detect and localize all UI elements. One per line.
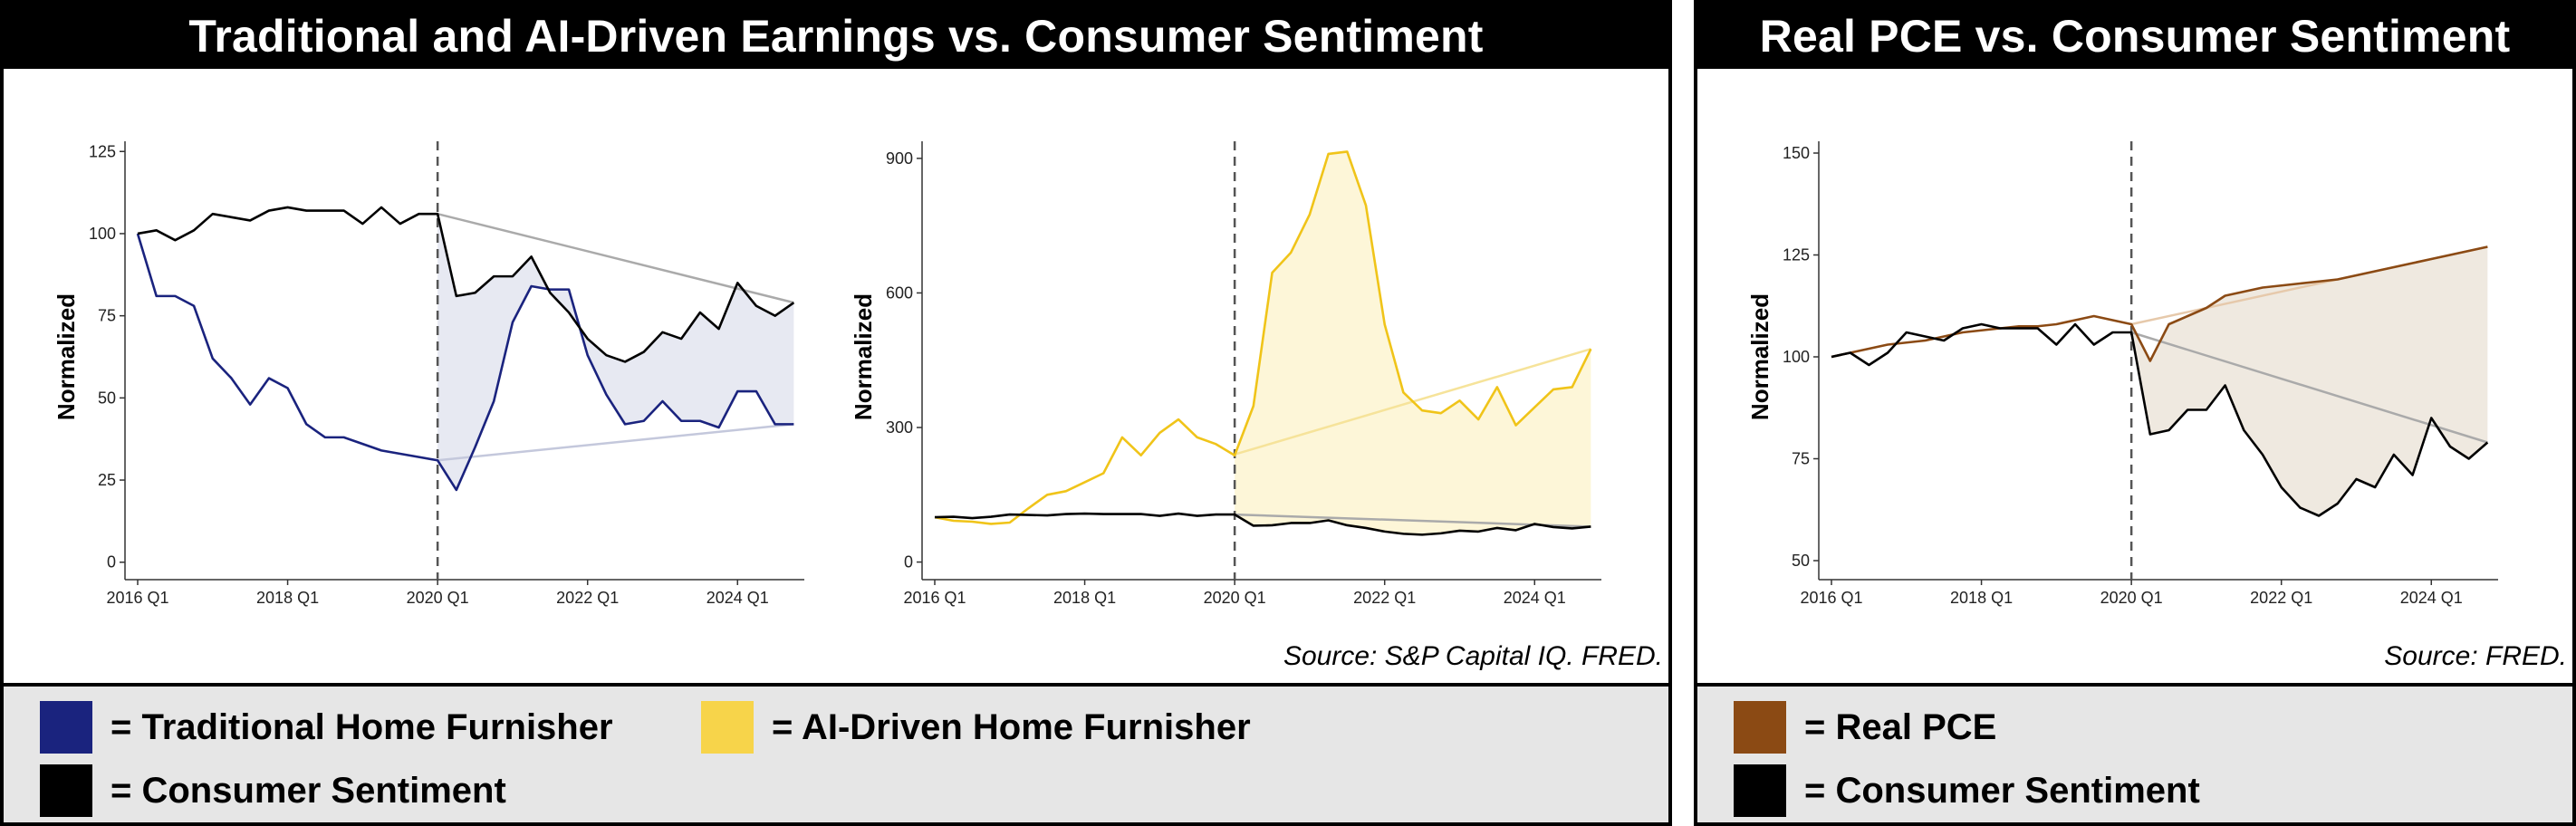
y-axis-label: Normalized — [1746, 293, 1773, 420]
y-tick-label: 125 — [1783, 246, 1810, 264]
y-tick-label: 600 — [886, 283, 913, 302]
legend-item-ai: = AI-Driven Home Furnisher — [701, 701, 1251, 754]
shaded-gap-area — [1235, 151, 1591, 535]
y-tick-label: 25 — [98, 471, 116, 489]
left-source-note: Source: S&P Capital IQ. FRED. — [1283, 641, 1663, 671]
y-tick-label: 100 — [1783, 348, 1810, 366]
x-tick-label: 2024 Q1 — [1504, 589, 1566, 607]
series-line-consumer-sentiment — [934, 512, 1591, 536]
legend-item-sentiment-right: = Consumer Sentiment — [1734, 764, 2200, 817]
y-tick-label: 50 — [1792, 552, 1810, 570]
swatch-sentiment-right — [1734, 764, 1786, 817]
y-axis-label: Normalized — [53, 293, 80, 420]
chart-real-pce: 50 75 100 125 150 2016 Q1 2018 Q1 2020 Q1 2022 Q… — [1746, 141, 2498, 607]
right-source-note: Source: FRED. — [2384, 641, 2567, 671]
series-line-consumer-sentiment — [137, 206, 795, 363]
x-tick-label: 2020 Q1 — [2100, 589, 2163, 607]
y-tick-label: 50 — [98, 389, 116, 407]
shaded-gap-area — [437, 214, 794, 490]
x-tick-label: 2024 Q1 — [2400, 589, 2463, 607]
x-tick-label: 2016 Q1 — [106, 589, 168, 607]
y-tick-label: 75 — [98, 307, 116, 325]
x-tick-label: 2022 Q1 — [2250, 589, 2312, 607]
series-line-real-pce — [1831, 245, 2488, 362]
legend-label-sentiment-right: = Consumer Sentiment — [1804, 770, 2200, 811]
y-tick-label: 900 — [886, 149, 913, 168]
x-tick-label: 2022 Q1 — [556, 589, 619, 607]
x-tick-label: 2016 Q1 — [903, 589, 966, 607]
chart-traditional-earnings: 0 25 50 75 100 125 2016 Q1 2018 Q1 2020 Q1 2022 Q… — [53, 141, 804, 607]
x-tick-label: 2016 Q1 — [1800, 589, 1862, 607]
legend-item-traditional: = Traditional Home Furnisher — [40, 701, 613, 754]
left-panel: Traditional and AI-Driven Earnings vs. C… — [0, 0, 1672, 826]
right-panel: Real PCE vs. Consumer Sentiment 50 75 100 1… — [1694, 0, 2576, 826]
x-tick-label: 2020 Q1 — [1204, 589, 1266, 607]
right-legend: = Real PCE = Consumer Sentiment — [1697, 683, 2572, 822]
legend-label-traditional: = Traditional Home Furnisher — [111, 706, 613, 747]
legend-label-real-pce: = Real PCE — [1804, 706, 1997, 747]
trend-line-1 — [437, 423, 794, 462]
swatch-traditional — [40, 701, 92, 754]
y-tick-label: 300 — [886, 418, 913, 437]
left-panel-title: Traditional and AI-Driven Earnings vs. C… — [4, 4, 1668, 69]
x-tick-label: 2018 Q1 — [256, 589, 319, 607]
y-tick-label: 100 — [89, 225, 116, 243]
x-tick-label: 2024 Q1 — [706, 589, 769, 607]
series-line-consumer-sentiment — [1831, 322, 2489, 517]
y-tick-label: 125 — [89, 142, 116, 160]
y-tick-label: 75 — [1792, 450, 1810, 468]
legend-label-ai: = AI-Driven Home Furnisher — [772, 706, 1251, 747]
x-tick-label: 2018 Q1 — [1053, 589, 1116, 607]
legend-item-sentiment: = Consumer Sentiment — [40, 764, 506, 817]
y-tick-label: 0 — [904, 553, 913, 571]
right-panel-title: Real PCE vs. Consumer Sentiment — [1697, 4, 2572, 69]
x-tick-label: 2018 Q1 — [1950, 589, 2013, 607]
y-tick-label: 150 — [1783, 144, 1810, 162]
legend-label-sentiment: = Consumer Sentiment — [111, 770, 506, 811]
y-tick-label: 0 — [107, 553, 116, 571]
legend-item-real-pce: = Real PCE — [1734, 701, 1996, 754]
series-line-ai-driven-home-furnisher — [934, 150, 1592, 525]
swatch-sentiment — [40, 764, 92, 817]
swatch-real-pce — [1734, 701, 1786, 754]
y-axis-label: Normalized — [850, 293, 877, 420]
shaded-gap-area — [2131, 246, 2488, 516]
series-line-traditional-home-furnisher — [136, 233, 794, 492]
swatch-ai — [701, 701, 754, 754]
left-legend: = Traditional Home Furnisher = AI-Driven… — [4, 683, 1668, 822]
x-tick-label: 2022 Q1 — [1353, 589, 1416, 607]
chart-ai-earnings: 0 300 600 900 2016 Q1 2018 Q1 2020 Q1 2022 Q1 20… — [850, 141, 1601, 607]
x-tick-label: 2020 Q1 — [407, 589, 469, 607]
